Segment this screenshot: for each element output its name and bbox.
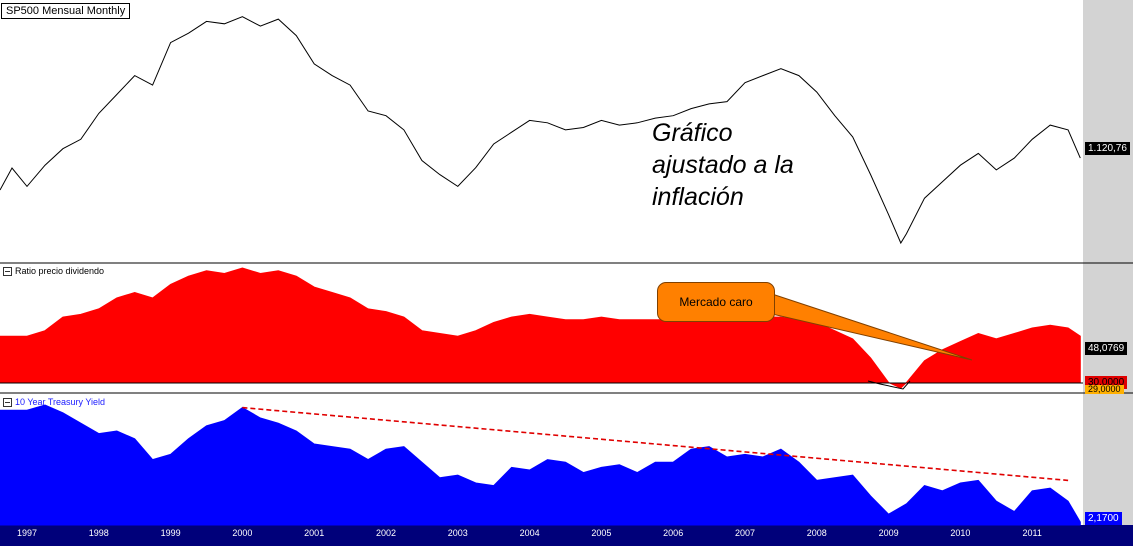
inflation-annotation: Gráfico ajustado a la inflación	[652, 119, 794, 211]
x-tick-label: 2002	[375, 528, 397, 538]
x-tick-label: 2007	[734, 528, 756, 538]
collapse-icon[interactable]	[3, 397, 12, 407]
pd-ratio-min-value: 29,0000	[1085, 385, 1124, 394]
chart-title[interactable]: SP500 Mensual Monthly	[1, 3, 131, 19]
pd-ratio-pane-label[interactable]: Ratio precio dividendo	[3, 266, 104, 276]
x-tick-label: 2010	[950, 528, 971, 538]
series-area-1	[0, 267, 1081, 389]
pd-ratio-panel	[0, 267, 1083, 390]
x-tick-label: 2011	[1022, 528, 1042, 538]
pd-ratio-label: Ratio precio dividendo	[15, 266, 105, 276]
collapse-icon[interactable]	[3, 266, 12, 276]
series-line-0	[0, 16, 1081, 245]
x-tick-label: 2000	[232, 528, 253, 538]
pd-dip-line	[867, 380, 911, 390]
yield-panel	[0, 404, 1081, 526]
sp500-last-value: 1.120,76	[1085, 142, 1130, 155]
x-tick-label: 2006	[663, 528, 684, 538]
pd-ratio-last-value: 48,0769	[1085, 342, 1128, 355]
yield-last-value: 2,1700	[1085, 512, 1122, 525]
x-tick-label: 2008	[806, 528, 827, 538]
x-tick-label: 2004	[519, 528, 540, 538]
price-panel	[0, 16, 1081, 245]
time-axis-bar	[0, 525, 1133, 546]
x-tick-label: 2001	[304, 528, 325, 538]
yield-pane-label[interactable]: 10 Year Treasury Yield	[3, 397, 105, 407]
x-tick-label: 1999	[160, 528, 181, 538]
x-tick-label: 1997	[16, 528, 38, 538]
mercado-caro-callout: Mercado caro	[657, 282, 775, 322]
yield-trendline	[242, 406, 1069, 482]
series-area-2	[0, 404, 1081, 526]
x-tick-label: 2009	[878, 528, 899, 538]
yield-label: 10 Year Treasury Yield	[15, 397, 106, 407]
x-tick-label: 1998	[88, 528, 109, 538]
x-tick-label: 2003	[447, 528, 468, 538]
x-tick-label: 2005	[591, 528, 612, 538]
price-scale-background	[1083, 0, 1133, 528]
